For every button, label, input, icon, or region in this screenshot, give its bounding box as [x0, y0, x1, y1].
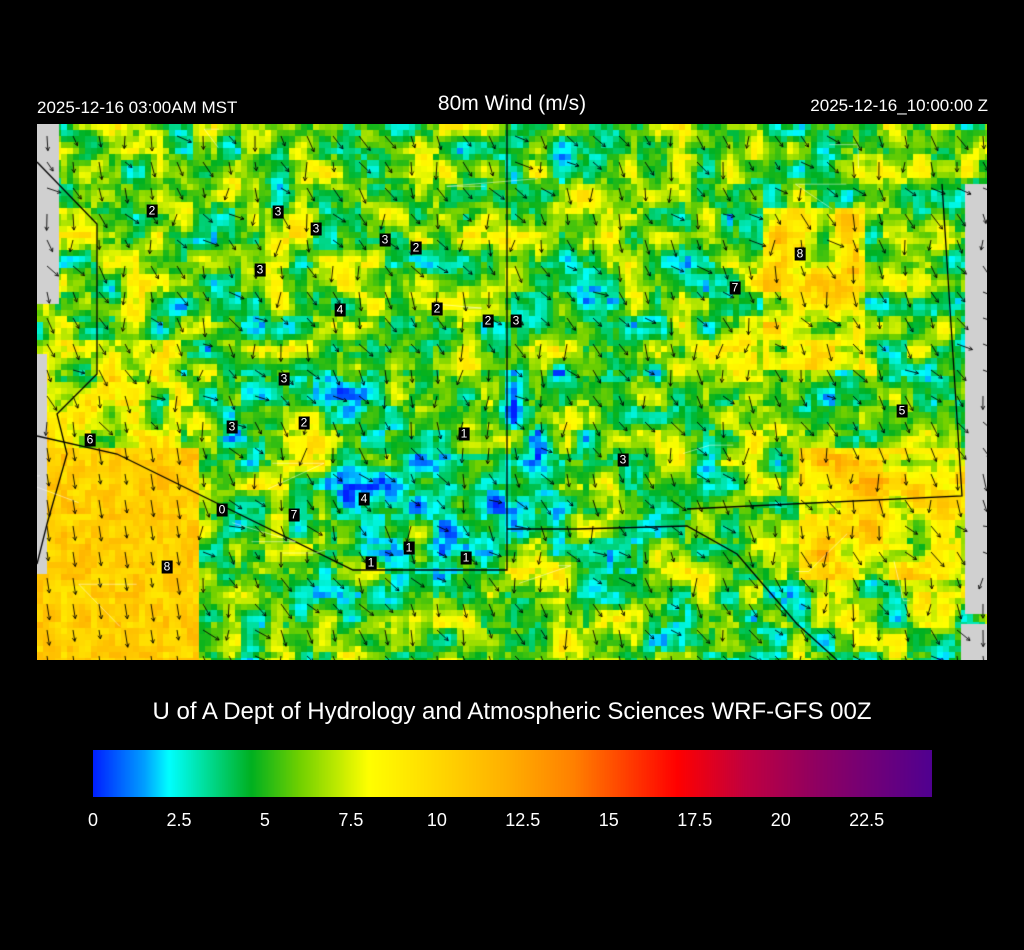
station-wind-label: 2 — [298, 415, 310, 430]
station-wind-label: 1 — [403, 540, 415, 555]
valid-time: 2025-12-16_10:00:00 Z — [810, 96, 988, 115]
wind-map: 2 3 3 3 2 3 4 2 2 3 8 7 3 3 2 1 6 5 3 4 0 7 1 1 1 8 — [37, 124, 987, 660]
colorbar-tick: 5 — [259, 810, 270, 830]
station-wind-label: 2 — [146, 203, 158, 218]
station-wind-label: 2 — [431, 301, 443, 316]
station-wind-label: 7 — [288, 507, 300, 522]
station-wind-label: 3 — [617, 452, 629, 467]
colorbar-tick: 20 — [770, 810, 791, 830]
station-wind-label: 1 — [458, 426, 470, 441]
station-wind-label: 3 — [510, 313, 522, 328]
station-wind-label: 3 — [310, 221, 322, 236]
station-wind-label: 6 — [84, 432, 96, 447]
station-wind-label: 2 — [410, 240, 422, 255]
colorbar-tick: 0 — [87, 810, 99, 830]
colorbar-tick: 7.5 — [338, 810, 364, 830]
wind-vectors-and-borders — [37, 124, 987, 660]
station-wind-label: 5 — [896, 403, 908, 418]
station-wind-label: 3 — [272, 204, 284, 219]
colorbar-tick: 17.5 — [677, 810, 713, 830]
colorbar-tick: 2.5 — [166, 810, 192, 830]
station-wind-label: 1 — [460, 550, 472, 565]
station-wind-label: 3 — [226, 419, 238, 434]
station-wind-label: 2 — [482, 313, 494, 328]
station-wind-label: 1 — [365, 555, 377, 570]
station-wind-label: 0 — [216, 502, 228, 517]
colorbar — [93, 750, 932, 797]
station-wind-label: 3 — [254, 262, 266, 277]
colorbar-tick: 10 — [426, 810, 447, 830]
station-wind-label: 8 — [794, 246, 806, 261]
colorbar-tick: 12.5 — [505, 810, 541, 830]
station-wind-label: 3 — [278, 371, 290, 386]
station-wind-label: 4 — [334, 302, 346, 317]
colorbar-tick: 22.5 — [849, 810, 885, 830]
map-title: 80m Wind (m/s) — [437, 92, 587, 115]
station-wind-label: 8 — [161, 559, 173, 574]
station-wind-label: 3 — [379, 232, 391, 247]
colorbar-tick: 15 — [598, 810, 619, 830]
station-wind-label: 4 — [358, 491, 370, 506]
local-time: 2025-12-16 03:00AM MST — [37, 98, 238, 117]
station-wind-label: 7 — [729, 280, 741, 295]
credit-line: U of A Dept of Hydrology and Atmospheric… — [152, 698, 872, 725]
